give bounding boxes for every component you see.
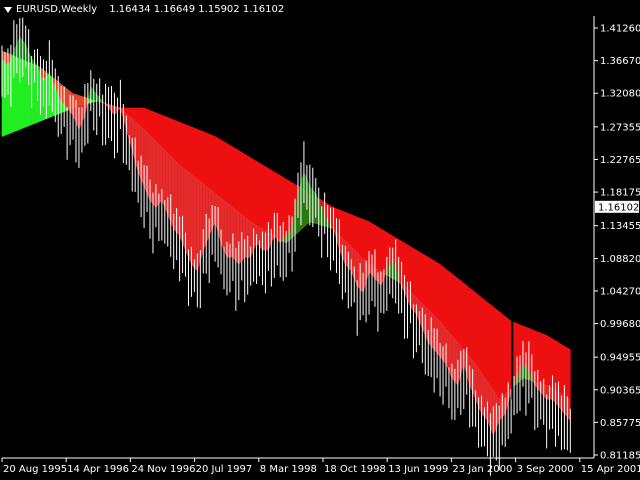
time-tick-label: 23 Jan 2000 — [452, 464, 512, 475]
price-tick-label: 1.04270 — [600, 286, 640, 297]
time-tick-label: 20 Jul 1997 — [196, 464, 253, 475]
time-tick-label: 14 Apr 1996 — [67, 464, 129, 475]
time-tick-label: 15 Apr 2001 — [581, 464, 640, 475]
time-tick-label: 8 Mar 1998 — [260, 464, 317, 475]
time-tick-label: 20 Aug 1995 — [3, 464, 67, 475]
time-tick-label: 24 Nov 1996 — [131, 464, 195, 475]
price-tick-label: 0.90365 — [600, 385, 640, 396]
inner-band-segment — [35, 62, 38, 66]
cloud-segment — [568, 348, 571, 400]
price-tick-label: 1.27355 — [600, 122, 640, 133]
price-tick-label: 1.22765 — [600, 155, 640, 166]
current-price-label: 1.16102 — [598, 202, 639, 213]
price-tick-label: 1.32080 — [600, 89, 640, 100]
price-tick-label: 1.08820 — [600, 254, 640, 265]
price-tick-label: 1.13455 — [600, 221, 640, 232]
price-tick-label: 0.85775 — [600, 418, 640, 429]
chart-header: EURUSD,Weekly 1.16434 1.16649 1.15902 1.… — [4, 4, 284, 15]
price-tick-label: 1.41260 — [600, 24, 640, 35]
dropdown-triangle-icon[interactable] — [4, 6, 12, 13]
current-price-badge — [595, 200, 639, 213]
price-tick-label: 1.18175 — [600, 188, 640, 199]
price-tick-label: 1.36670 — [600, 56, 640, 67]
time-tick-label: 3 Sep 2000 — [517, 464, 574, 475]
price-tick-label: 0.81185 — [600, 451, 640, 462]
ohlc-values: 1.16434 1.16649 1.15902 1.16102 — [109, 4, 285, 15]
price-tick-label: 0.94955 — [600, 353, 640, 364]
time-tick-label: 13 Jun 1999 — [388, 464, 448, 475]
symbol-label: EURUSD,Weekly — [16, 4, 98, 15]
time-tick-label: 18 Oct 1998 — [324, 464, 386, 475]
price-tick-label: 0.99680 — [600, 319, 640, 330]
